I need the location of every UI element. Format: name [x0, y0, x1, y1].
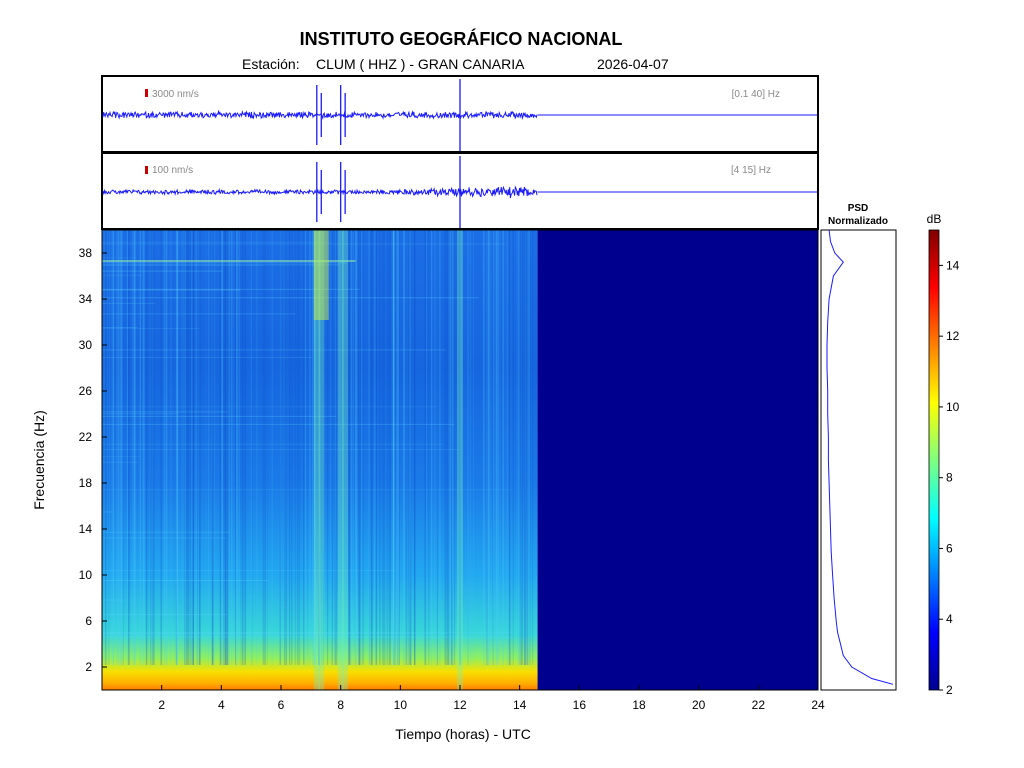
- station-prefix: Estación:: [242, 56, 300, 72]
- colorbar-ticks: 2 4 6 8 10 12 14: [939, 258, 960, 697]
- colorbar-tick-label: 12: [946, 329, 960, 343]
- psd-curve: [826, 229, 894, 685]
- trace-panel-filtered: 100 nm/s [4 15] Hz: [101, 152, 819, 230]
- spectrogram-texture: [102, 230, 534, 690]
- trace1-scale-mark: [145, 89, 148, 97]
- spectrogram-event-highfreq: [313, 230, 329, 320]
- trace1-band-label: [0.1 40] Hz: [732, 89, 780, 100]
- x-tick-label: 2: [158, 698, 165, 712]
- y-tick-label: 26: [79, 384, 93, 398]
- psd-title-line2: Normalizado: [828, 216, 888, 227]
- y-tick-label: 22: [79, 430, 93, 444]
- colorbar-unit: dB: [927, 212, 942, 226]
- x-tick-label: 18: [632, 698, 646, 712]
- trace2-scale-mark: [145, 166, 148, 174]
- y-tick-label: 34: [79, 292, 93, 306]
- trace-waveform-2: [102, 156, 817, 228]
- trace2-band-label: [4 15] Hz: [731, 165, 771, 176]
- x-tick-label: 22: [752, 698, 766, 712]
- spectrogram-event-column: [342, 230, 349, 690]
- y-tick-label: 18: [79, 476, 93, 490]
- colorbar: dB 2 4 6 8 10 12 14: [927, 212, 960, 697]
- y-tick-label: 30: [79, 338, 93, 352]
- station-name: CLUM ( HHZ ) - GRAN CANARIA: [316, 56, 525, 72]
- trace-signal: [102, 109, 538, 121]
- x-tick-label: 6: [278, 698, 285, 712]
- x-axis-label: Tiempo (horas) - UTC: [395, 726, 531, 742]
- x-tick-label: 14: [513, 698, 527, 712]
- x-tick-label: 10: [394, 698, 408, 712]
- x-tick-label: 20: [692, 698, 706, 712]
- x-tick-label: 8: [337, 698, 344, 712]
- psd-panel: PSD Normalizado: [820, 203, 897, 691]
- x-tick-label: 16: [573, 698, 587, 712]
- trace-panel-broadband: 3000 nm/s [0.1 40] Hz: [101, 75, 819, 153]
- figure-title: INSTITUTO GEOGRÁFICO NACIONAL: [300, 28, 623, 49]
- colorbar-tick-label: 6: [946, 541, 953, 555]
- x-axis: 2 4 6 8 10 12 14 16 18 20 22 24: [158, 685, 825, 712]
- x-tick-label: 12: [453, 698, 467, 712]
- trace2-scale-label: 100 nm/s: [152, 165, 193, 176]
- trace1-scale-label: 3000 nm/s: [152, 89, 199, 100]
- colorbar-tick-label: 2: [946, 683, 953, 697]
- spectrogram-event-column: [457, 230, 463, 690]
- trace-waveform-1: [102, 79, 817, 151]
- colorbar-tick-label: 8: [946, 471, 953, 485]
- psd-title-line1: PSD: [848, 203, 869, 214]
- colorbar-tick-label: 4: [946, 612, 953, 626]
- y-tick-label: 10: [79, 568, 93, 582]
- colorbar-tick-label: 14: [946, 258, 960, 272]
- x-tick-label: 24: [811, 698, 825, 712]
- spectrogram-event-column: [318, 230, 325, 690]
- y-axis-label: Frecuencia (Hz): [31, 410, 47, 510]
- y-tick-label: 14: [79, 522, 93, 536]
- spectrogram-no-data-region: [537, 230, 818, 690]
- y-tick-label: 2: [85, 660, 92, 674]
- colorbar-tick-label: 10: [946, 400, 960, 414]
- spectrogram-event-column: [313, 230, 320, 690]
- y-tick-label: 6: [85, 614, 92, 628]
- spectrogram: 2 4 6 8 10 12 14 16 18 20 22 24 261014182226303438 …: [31, 229, 825, 742]
- spectrogram-event-column: [337, 230, 344, 690]
- y-tick-label: 38: [79, 246, 93, 260]
- x-tick-label: 4: [218, 698, 225, 712]
- trace-signal: [102, 185, 538, 199]
- figure-date: 2026-04-07: [597, 56, 669, 72]
